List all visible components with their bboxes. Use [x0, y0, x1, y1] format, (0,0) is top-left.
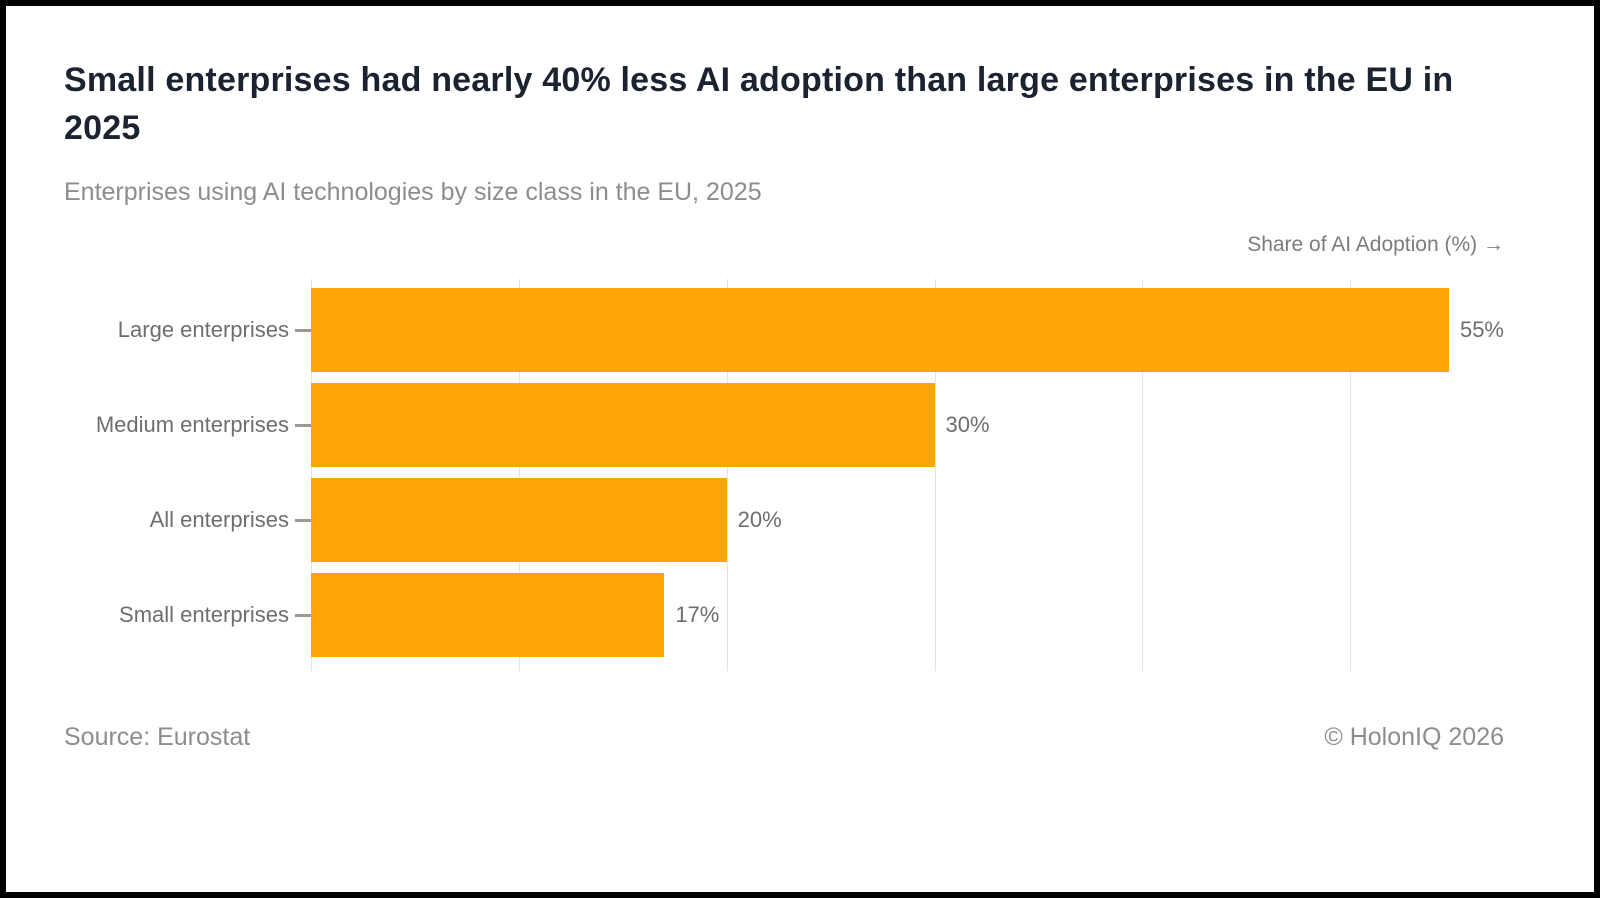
gridline: [518, 279, 520, 671]
axis-tick-icon: [295, 613, 311, 617]
source-text: Source: Eurostat: [64, 723, 251, 751]
axis-tick-icon: [295, 423, 311, 427]
attribution-text: © HolonIQ 2026: [1324, 723, 1504, 751]
bar-rows: Large enterprises 55% Medium enterprises…: [64, 279, 1504, 671]
bar-row-large-enterprises: Large enterprises 55%: [64, 288, 1504, 372]
gridline: [1350, 279, 1352, 671]
bar-medium-enterprises: [311, 383, 935, 467]
category-label-cell: Large enterprises: [64, 288, 311, 372]
gridline: [311, 279, 312, 671]
bar-row-medium-enterprises: Medium enterprises 30%: [64, 383, 1504, 467]
category-label: Small enterprises: [119, 602, 289, 627]
bar-track: 55%: [311, 288, 1504, 372]
value-label: 20%: [737, 507, 782, 532]
value-label: 17%: [675, 602, 720, 627]
bar-track: 17%: [311, 573, 1504, 657]
gridline: [726, 279, 728, 671]
page-title: Small enterprises had nearly 40% less AI…: [64, 61, 1454, 147]
bar-row-small-enterprises: Small enterprises 17%: [64, 573, 1504, 657]
category-label-cell: All enterprises: [64, 478, 311, 562]
bar-all-enterprises: [311, 478, 727, 562]
category-label-cell: Small enterprises: [64, 573, 311, 657]
bar-large-enterprises: [311, 288, 1449, 372]
category-label: Large enterprises: [117, 317, 289, 342]
gridline: [1142, 279, 1144, 671]
bar-chart: Large enterprises 55% Medium enterprises…: [64, 279, 1504, 671]
gridline-layer: [311, 279, 1504, 671]
bar-row-all-enterprises: All enterprises 20%: [64, 478, 1504, 562]
chart-subtitle: Enterprises using AI technologies by siz…: [64, 178, 762, 206]
chart-footer: Source: Eurostat © HolonIQ 2026: [64, 723, 1504, 752]
category-label: All enterprises: [149, 507, 289, 532]
bar-small-enterprises: [311, 573, 665, 657]
bar-track: 30%: [311, 383, 1504, 467]
bar-track: 20%: [311, 478, 1504, 562]
axis-tick-icon: [295, 328, 311, 332]
x-axis-title: Share of AI Adoption (%) →: [1247, 233, 1504, 256]
category-label: Medium enterprises: [95, 412, 289, 437]
category-label-cell: Medium enterprises: [64, 383, 311, 467]
gridline: [934, 279, 936, 671]
value-label: 30%: [945, 412, 990, 437]
value-label: 55%: [1459, 317, 1504, 342]
axis-tick-icon: [295, 518, 311, 522]
chart-card: Small enterprises had nearly 40% less AI…: [6, 6, 1594, 892]
